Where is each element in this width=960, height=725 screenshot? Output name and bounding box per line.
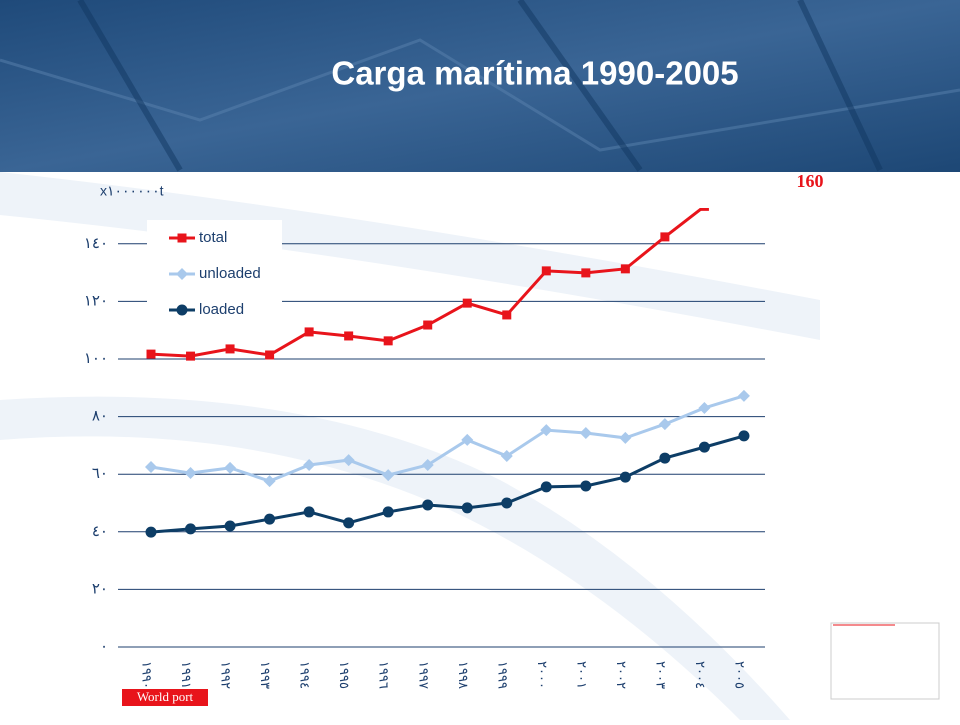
marker (619, 431, 632, 444)
slide-title: Carga marítima 1990-2005 (331, 55, 738, 92)
x-tick-label: ١٩٩٩ (495, 661, 510, 689)
marker (699, 208, 709, 211)
marker (304, 327, 314, 337)
unit-label: x١٠٠٠٠٠٠t (100, 183, 164, 199)
decor-arc (0, 172, 820, 340)
marker (698, 441, 710, 453)
x-tick-label: ٢٠٠٣ (653, 661, 668, 689)
marker (145, 526, 157, 538)
x-tick-label: ١٩٩٣ (258, 661, 273, 689)
marker (540, 481, 552, 493)
x-tick-label: ١٩٩٤ (298, 661, 313, 689)
footer-box (122, 689, 208, 706)
series-line (150, 434, 745, 534)
legend-marker (177, 233, 187, 243)
marker (500, 450, 513, 463)
x-tick-label: ٢٠٠٢ (614, 661, 629, 689)
marker (581, 268, 591, 278)
marker (186, 351, 196, 361)
x-tick-label: ٢٠٠١ (574, 661, 589, 689)
x-tick-label: ١٩٩٨ (456, 661, 471, 689)
plot: ٠ ٢٠ ٤٠ ٦٠ ٨٠ ١٠٠ ١٢٠ ١٤٠ ١٩٩٠ ١٩٩١ ١٩٩٢ ١٩٩٣ ١٩٩٤ ١٩… (84, 176, 765, 689)
legend-label: total (199, 229, 227, 246)
legend-marker (176, 304, 188, 316)
marker (659, 452, 671, 464)
marker (184, 467, 197, 480)
marker (660, 232, 670, 242)
marker (501, 497, 513, 509)
y-tick-label: ١٤٠ (84, 235, 108, 252)
marker (580, 480, 592, 492)
series-layer (145, 176, 750, 538)
series-line (150, 208, 705, 358)
marker (343, 517, 355, 529)
marker (342, 454, 355, 467)
annotation: 160 (797, 171, 824, 191)
y-tick-label: ٢٠ (92, 580, 108, 597)
marker (620, 264, 630, 274)
marker (461, 502, 473, 514)
marker (540, 424, 553, 437)
legend-label: loaded (199, 301, 244, 318)
marker (382, 469, 395, 482)
marker (263, 475, 276, 488)
marker (422, 499, 434, 511)
x-tick-label: ٢٠٠٥ (733, 661, 748, 689)
marker (738, 430, 750, 442)
header-texture (77, 0, 883, 172)
y-tick-label: ٠ (100, 638, 108, 655)
marker (619, 471, 631, 483)
header-band (0, 0, 960, 172)
marker (421, 458, 434, 471)
marker (344, 331, 354, 341)
marker (224, 461, 237, 474)
y-tick-label: ١٢٠ (84, 292, 108, 309)
y-tick-label: ٤٠ (92, 523, 108, 540)
x-tick-label: ١٩٩٠ (140, 661, 155, 689)
marker (462, 298, 472, 308)
marker (698, 401, 711, 414)
footer-label: World port (137, 689, 194, 704)
marker (145, 461, 157, 473)
series-line (150, 394, 745, 483)
marker (146, 349, 156, 359)
marker (303, 506, 315, 518)
x-tick-label: ٢٠٠٠ (535, 661, 550, 689)
x-tick-label: ١٩٩٧ (416, 661, 431, 689)
header-texture (0, 38, 960, 152)
marker (502, 310, 512, 320)
legend-label: unloaded (199, 265, 261, 282)
x-tick-label: ١٩٩١ (179, 661, 194, 689)
y-tick-label: ٦٠ (92, 465, 108, 482)
marker (383, 336, 393, 346)
x-tick-label: ١٩٩٦ (377, 661, 392, 689)
marker (264, 513, 276, 525)
marker (579, 427, 592, 440)
thumbnail (830, 622, 940, 700)
marker (739, 176, 748, 185)
marker (461, 433, 474, 446)
marker (303, 458, 316, 471)
marker (382, 506, 394, 518)
marker (224, 520, 236, 532)
y-tick-label: ١٠٠ (84, 350, 108, 367)
marker (185, 523, 197, 535)
marker (737, 389, 750, 402)
marker (225, 344, 235, 354)
x-tick-label: ١٩٩٥ (337, 661, 352, 689)
marker (658, 418, 671, 431)
marker (541, 266, 551, 276)
x-tick-label: ١٩٩٢ (219, 661, 234, 689)
y-tick-label: ٨٠ (92, 408, 108, 425)
legend-marker (176, 268, 188, 280)
x-tick-label: ٢٠٠٤ (693, 661, 708, 689)
marker (423, 320, 433, 330)
decor-arc (0, 396, 790, 720)
marker (265, 350, 275, 360)
